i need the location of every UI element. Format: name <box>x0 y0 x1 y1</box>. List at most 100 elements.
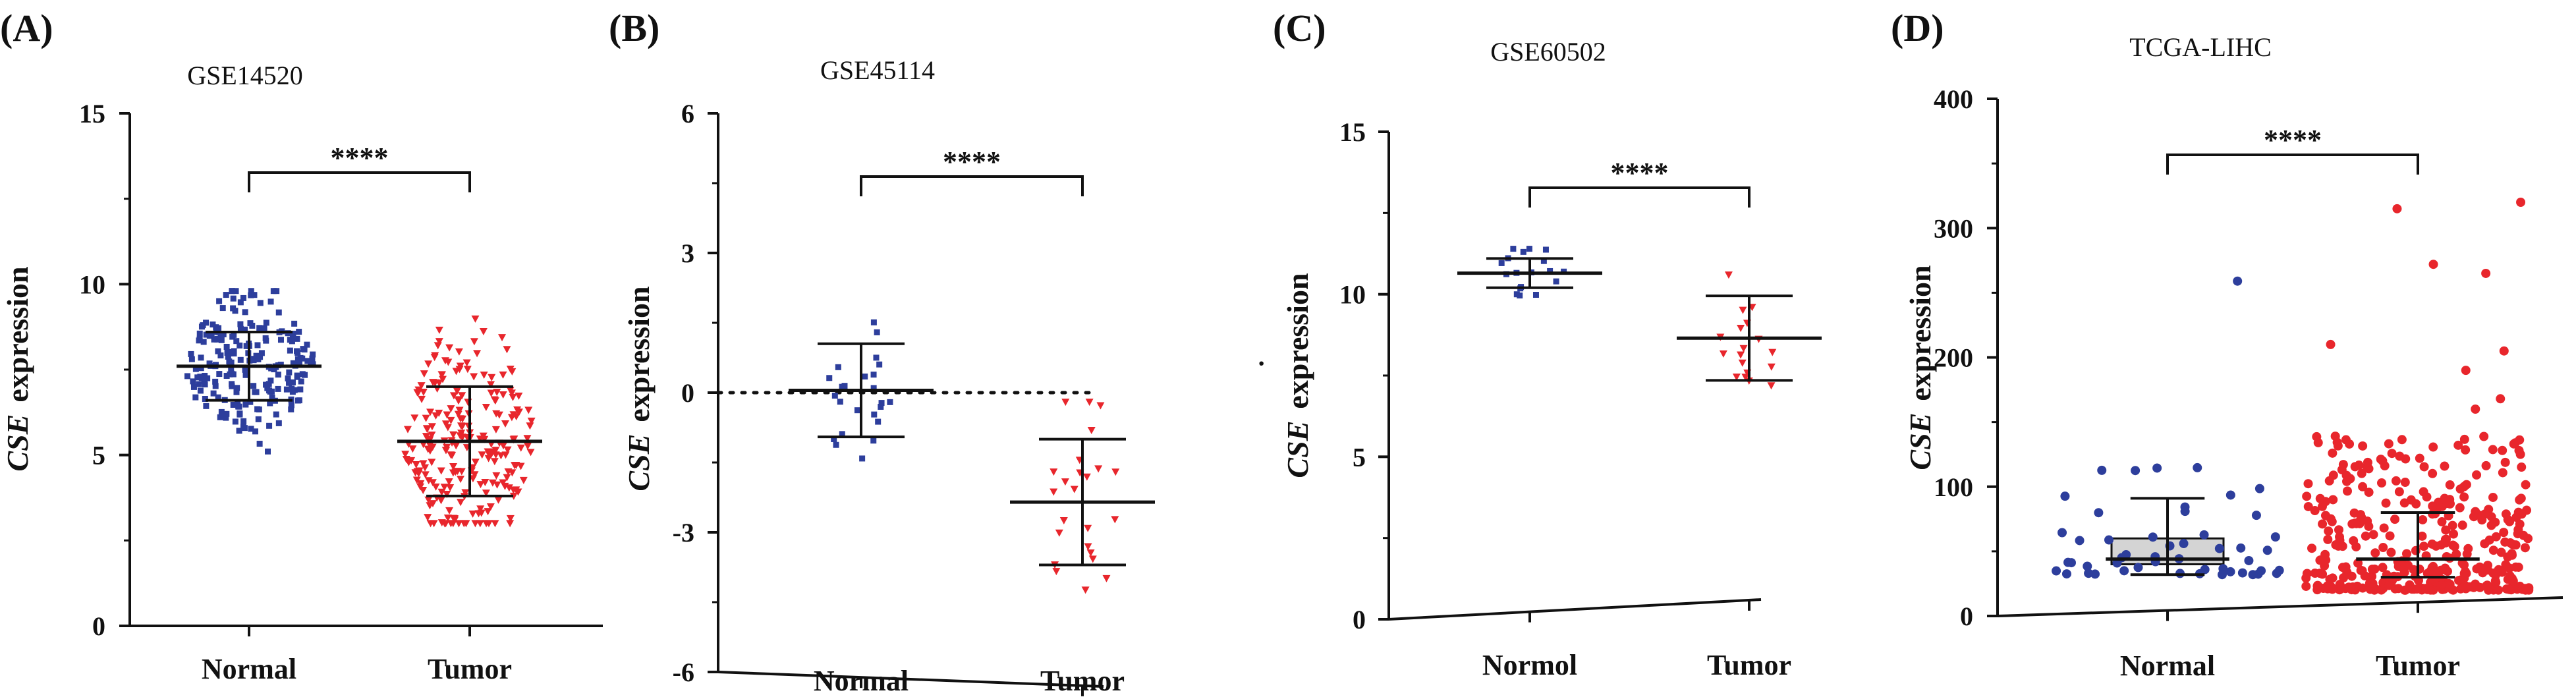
data-point <box>437 488 446 496</box>
data-point <box>220 331 227 337</box>
data-point <box>488 479 497 487</box>
data-point <box>484 455 493 462</box>
data-point <box>451 517 459 524</box>
data-point <box>2512 584 2522 594</box>
data-point <box>424 514 432 522</box>
data-point <box>204 375 211 381</box>
data-point <box>231 348 237 354</box>
data-point <box>264 448 271 455</box>
data-point <box>248 288 254 294</box>
data-point <box>294 372 300 379</box>
data-point <box>471 315 480 323</box>
data-point <box>1052 568 1061 576</box>
data-point <box>296 329 302 335</box>
data-point <box>473 350 482 358</box>
data-point <box>267 377 274 384</box>
data-point <box>1050 488 1058 496</box>
y-axis-label: CSE expression <box>622 286 656 491</box>
data-point <box>1768 349 1777 356</box>
data-point <box>449 463 458 471</box>
data-point <box>2338 563 2347 573</box>
data-point <box>2061 569 2071 579</box>
data-point <box>499 391 507 399</box>
data-point <box>206 360 213 367</box>
data-point <box>1084 543 1092 551</box>
data-point <box>2152 463 2162 473</box>
data-point <box>202 381 208 388</box>
data-point <box>304 341 310 348</box>
data-point <box>290 331 296 337</box>
y-tick-label: 300 <box>1934 213 1973 243</box>
data-point <box>2459 482 2469 491</box>
data-point <box>1111 516 1119 524</box>
data-point <box>509 492 518 500</box>
data-point <box>408 445 417 453</box>
data-point <box>503 346 511 354</box>
data-point <box>184 373 190 379</box>
data-point <box>455 348 463 356</box>
data-point <box>1070 486 1078 493</box>
data-point <box>283 386 290 393</box>
data-point <box>437 497 445 505</box>
panel-title: GSE14520 <box>187 61 303 90</box>
data-point <box>2498 468 2507 478</box>
data-point <box>426 408 435 416</box>
data-point <box>878 400 885 406</box>
y-axis-label-text: expression <box>1 266 34 402</box>
data-point <box>2376 478 2386 488</box>
data-point <box>2412 584 2422 594</box>
data-point <box>2428 561 2438 571</box>
data-point <box>2364 488 2374 497</box>
data-point <box>2461 366 2471 376</box>
data-point <box>1738 359 1747 367</box>
data-point <box>2428 260 2438 269</box>
data-point <box>2370 564 2380 574</box>
data-point <box>2383 574 2393 584</box>
data-point <box>501 482 509 490</box>
y-axis-label: CSE expression <box>1281 273 1314 478</box>
data-point <box>1526 246 1532 252</box>
data-point <box>308 360 314 366</box>
data-point <box>862 374 868 380</box>
data-point <box>230 401 237 408</box>
data-point <box>506 387 515 395</box>
data-point <box>875 418 882 425</box>
data-point <box>262 335 269 341</box>
bracket-line <box>860 175 1084 196</box>
data-point <box>2094 508 2104 518</box>
data-point <box>1767 363 1776 371</box>
data-point <box>458 392 466 400</box>
data-point <box>515 392 523 400</box>
data-point <box>2083 561 2092 571</box>
data-point <box>2084 569 2094 578</box>
data-point <box>506 520 515 528</box>
data-point <box>263 320 269 326</box>
data-point <box>2131 466 2141 476</box>
data-point <box>2391 476 2401 486</box>
data-point <box>1547 267 1554 274</box>
data-point <box>2395 451 2405 461</box>
data-point <box>215 394 221 401</box>
data-point <box>487 381 495 389</box>
data-point <box>233 338 240 345</box>
data-point <box>424 477 433 485</box>
data-point <box>237 299 244 306</box>
data-point <box>506 515 515 522</box>
data-point <box>2337 465 2347 475</box>
points-normal <box>826 319 893 462</box>
y-tick-label: -6 <box>673 657 694 687</box>
data-point <box>256 325 263 331</box>
data-point <box>1737 325 1745 333</box>
data-point <box>2251 511 2261 520</box>
data-point <box>506 365 515 373</box>
data-point <box>2428 442 2438 452</box>
data-point <box>482 489 490 497</box>
data-point <box>870 372 877 378</box>
data-point <box>831 393 838 399</box>
data-point <box>2270 532 2280 542</box>
data-point <box>275 385 281 392</box>
data-point <box>1096 402 1105 410</box>
data-point <box>240 294 246 301</box>
data-point <box>470 373 478 381</box>
data-point <box>474 510 483 518</box>
